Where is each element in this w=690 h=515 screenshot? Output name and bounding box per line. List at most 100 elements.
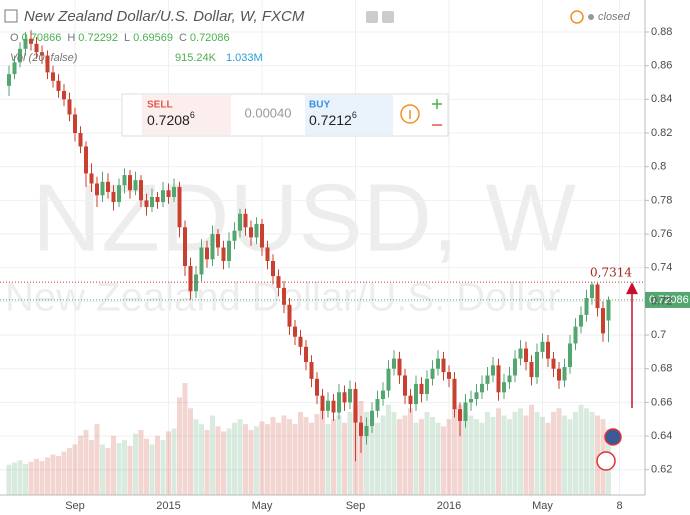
candle-body bbox=[106, 181, 110, 192]
volume-bar bbox=[545, 422, 551, 495]
candle-body bbox=[320, 395, 325, 411]
candle-body bbox=[546, 341, 550, 359]
candle-body bbox=[51, 72, 55, 81]
market-status: closed bbox=[598, 11, 631, 23]
candle-body bbox=[221, 247, 226, 261]
volume-ma: 1.033M bbox=[226, 52, 263, 64]
legend-key: C bbox=[179, 32, 187, 44]
candle-body bbox=[425, 378, 429, 394]
candle-body bbox=[447, 372, 451, 379]
candle-body bbox=[397, 358, 402, 376]
y-tick-label: 0.72 bbox=[651, 295, 672, 307]
candle-body bbox=[265, 247, 270, 261]
settings-icon[interactable] bbox=[366, 11, 378, 23]
volume-bar bbox=[23, 463, 28, 495]
volume-bar bbox=[479, 422, 485, 495]
volume-bar bbox=[188, 408, 193, 495]
candle-body bbox=[84, 146, 88, 174]
y-tick-label: 0.86 bbox=[651, 60, 672, 72]
volume-bar bbox=[331, 419, 336, 495]
symbol-title: New Zealand Dollar/U.S. Dollar, W, FXCM bbox=[24, 8, 305, 25]
candle-body bbox=[133, 180, 138, 191]
candle-body bbox=[315, 378, 319, 396]
candle-body bbox=[463, 402, 468, 421]
volume-bar bbox=[584, 408, 589, 495]
volume-bar bbox=[160, 440, 166, 495]
volume-bar bbox=[12, 462, 17, 495]
legend-value: 0.72086 bbox=[190, 32, 230, 44]
candle-body bbox=[117, 185, 121, 203]
candle-body bbox=[243, 213, 248, 228]
sell-button[interactable] bbox=[142, 95, 231, 135]
volume-bar bbox=[28, 461, 34, 495]
buy-label: BUY bbox=[309, 100, 330, 111]
volume-bar bbox=[237, 419, 243, 495]
candle-body bbox=[474, 392, 479, 400]
volume-bar bbox=[67, 448, 72, 495]
candle-body bbox=[188, 266, 193, 292]
candle-body bbox=[436, 358, 440, 369]
candle-body bbox=[122, 175, 127, 186]
menu-icon[interactable] bbox=[4, 9, 18, 23]
volume-bar bbox=[100, 444, 105, 495]
candle-body bbox=[540, 341, 545, 352]
volume-bar bbox=[50, 454, 56, 495]
candle-body bbox=[287, 304, 292, 327]
event-flag[interactable] bbox=[604, 428, 622, 446]
candle-body bbox=[128, 175, 132, 191]
volume-bar bbox=[419, 419, 424, 495]
volume-bar bbox=[430, 416, 435, 495]
volume-bar bbox=[391, 411, 397, 495]
candle-body bbox=[249, 227, 253, 238]
volume-bar bbox=[133, 433, 138, 495]
candle-body bbox=[364, 425, 369, 437]
volume-bar bbox=[380, 415, 386, 495]
volume-bar bbox=[375, 422, 380, 495]
volume-bar bbox=[199, 424, 204, 495]
legend-value: 0.72292 bbox=[78, 32, 118, 44]
volume-bar bbox=[171, 428, 177, 495]
volume-bar bbox=[413, 422, 419, 495]
candle-body bbox=[155, 196, 160, 203]
annotation-label: 0,7314 bbox=[590, 266, 632, 280]
volume-bar bbox=[193, 419, 199, 495]
candle-body bbox=[491, 365, 495, 376]
volume-bar bbox=[144, 438, 149, 495]
candle-body bbox=[216, 234, 220, 248]
legend-value: 0.70866 bbox=[22, 32, 62, 44]
info-button[interactable] bbox=[400, 104, 420, 124]
candle-body bbox=[408, 395, 413, 405]
candle-body bbox=[111, 191, 116, 203]
candle-body bbox=[238, 213, 242, 231]
volume-bar bbox=[551, 411, 556, 495]
volume-bar bbox=[105, 448, 111, 495]
volume-bar bbox=[463, 411, 468, 495]
sell-price-pip: 6 bbox=[190, 110, 195, 120]
hide-icon[interactable] bbox=[382, 11, 394, 23]
buy-button[interactable] bbox=[305, 95, 393, 135]
candle-body bbox=[73, 114, 77, 134]
volume-bar bbox=[501, 415, 507, 495]
candle-body bbox=[271, 260, 275, 277]
candle-body bbox=[276, 276, 281, 288]
candle-body bbox=[282, 287, 286, 305]
candle-body bbox=[293, 326, 297, 337]
volume-bar bbox=[303, 416, 309, 495]
volume-bar bbox=[215, 426, 221, 495]
candle-body bbox=[392, 358, 396, 369]
event-flag[interactable] bbox=[596, 451, 616, 471]
volume-bar bbox=[243, 424, 248, 495]
candle-body bbox=[441, 358, 446, 373]
volume-bar bbox=[116, 442, 122, 495]
x-tick-label: 2016 bbox=[437, 500, 461, 512]
volume-bar bbox=[287, 419, 292, 495]
candle-body bbox=[326, 400, 330, 411]
candle-body bbox=[480, 383, 484, 393]
volume-bar bbox=[265, 424, 270, 495]
candle-body bbox=[496, 365, 501, 393]
volume-bar bbox=[221, 431, 226, 495]
candle-body bbox=[430, 368, 435, 379]
y-tick-label: 0.64 bbox=[651, 430, 672, 442]
y-tick-label: 0.68 bbox=[651, 363, 672, 375]
